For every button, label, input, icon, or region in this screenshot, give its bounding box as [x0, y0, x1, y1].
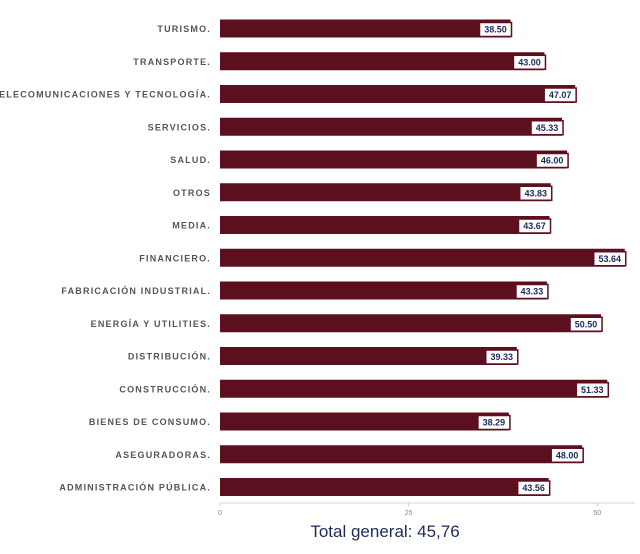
- category-label: TRANSPORTE.: [133, 57, 211, 67]
- bar: [220, 445, 583, 464]
- value-label: 43.67: [523, 221, 546, 231]
- value-label-box: [543, 87, 577, 103]
- x-tick-label: 50: [593, 510, 601, 517]
- category-label: FINANCIERO.: [139, 253, 211, 263]
- bar-chart: 0 25 50 TURISMO. 38.50 TRANSPORTE. 43.00 TELECO…: [0, 19, 635, 517]
- category-label: ASEGURADORAS.: [115, 450, 211, 460]
- bar: [220, 85, 576, 103]
- value-label-box: [478, 21, 513, 38]
- value-label-box: [535, 152, 569, 169]
- bar: [220, 347, 517, 365]
- bar: [220, 478, 549, 496]
- value-label-box: [592, 251, 627, 267]
- value-label-box: [575, 382, 610, 398]
- bar: [220, 52, 545, 71]
- bar: [220, 19, 511, 38]
- value-label: 47.07: [549, 90, 572, 100]
- value-label: 43.00: [518, 57, 541, 67]
- category-label: OTROS: [173, 188, 211, 198]
- category-label: CONSTRUCCIÓN.: [119, 383, 211, 394]
- bar: [220, 412, 509, 431]
- x-tick-label: 25: [405, 510, 413, 517]
- bar: [220, 314, 602, 333]
- value-label-box: [516, 480, 551, 496]
- value-label: 45.33: [536, 123, 559, 133]
- value-label-box: [517, 218, 552, 234]
- x-tick-label: 0: [218, 510, 222, 517]
- value-label: 53.64: [598, 254, 621, 264]
- category-label: ADMINISTRACIÓN PÚBLICA.: [59, 482, 211, 493]
- category-label: TURISMO.: [157, 24, 211, 34]
- total-general: Total general: 45,76: [310, 522, 460, 541]
- value-label: 48.00: [556, 450, 579, 460]
- value-label-box: [530, 120, 564, 136]
- category-label: SALUD.: [170, 155, 211, 165]
- bar: [220, 117, 563, 136]
- category-label: TELECOMUNICACIONES Y TECNOLOGÍA.: [0, 90, 211, 100]
- value-label-box: [485, 349, 519, 365]
- value-label-box: [477, 414, 511, 431]
- bar: [220, 150, 568, 169]
- value-label: 46.00: [541, 156, 564, 166]
- bar: [220, 248, 625, 267]
- value-label-box: [518, 185, 553, 201]
- value-label-box: [512, 54, 547, 70]
- value-label-box: [515, 283, 549, 300]
- value-label: 43.83: [524, 188, 547, 198]
- category-label: DISTRIBUCIÓN.: [128, 351, 211, 362]
- value-label: 43.33: [521, 287, 544, 297]
- category-label: BIENES DE CONSUMO.: [89, 417, 211, 427]
- category-label: MEDIA.: [172, 221, 211, 231]
- value-label: 43.56: [522, 483, 545, 493]
- value-label: 39.33: [490, 352, 513, 362]
- value-label: 38.29: [483, 418, 506, 428]
- category-label: SERVICIOS.: [148, 122, 211, 132]
- bar: [220, 216, 550, 234]
- value-label-box: [569, 316, 603, 332]
- category-label: ENERGÍA Y UTILITIES.: [91, 319, 211, 329]
- value-label-box: [550, 447, 584, 463]
- value-label: 38.50: [484, 25, 507, 35]
- bar: [220, 379, 608, 398]
- category-label: FABRICACIÓN INDUSTRIAL.: [61, 285, 211, 296]
- bar: [220, 281, 547, 300]
- value-label: 50.50: [575, 319, 598, 329]
- bar: [220, 183, 551, 202]
- value-label: 51.33: [581, 385, 604, 395]
